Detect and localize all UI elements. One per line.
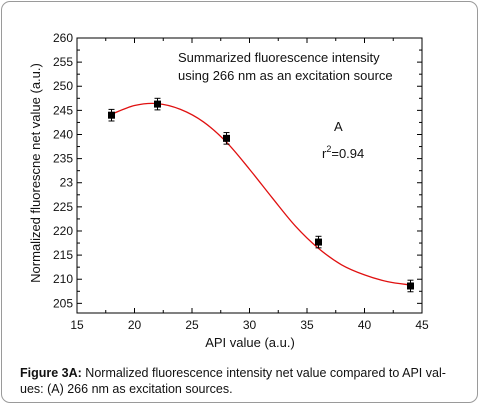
r-squared-prefix: r bbox=[322, 146, 327, 161]
panel-label: A bbox=[334, 119, 343, 134]
y-axis-label: Normalized fluorescne net value (a.u.) bbox=[28, 63, 43, 283]
annotation-line-2: using 266 nm as an excitation source bbox=[178, 68, 393, 83]
fit-curve-layer bbox=[111, 102, 411, 286]
y-tick-label: 225 bbox=[53, 200, 73, 214]
figure-caption: Figure 3A: Normalized fluorescence inten… bbox=[20, 365, 465, 397]
y-tick-label: 210 bbox=[53, 272, 73, 286]
y-tick-label: 240 bbox=[53, 127, 73, 141]
data-point bbox=[407, 282, 414, 290]
data-point bbox=[154, 100, 161, 108]
x-tick-label: 25 bbox=[185, 318, 199, 332]
r-squared-value: =0.94 bbox=[331, 146, 364, 161]
y-tick-label: 23 bbox=[60, 176, 74, 190]
caption-text: Normalized fluorescence intensity net va… bbox=[20, 366, 446, 396]
r-squared-label: r2=0.94 bbox=[322, 144, 364, 161]
data-point bbox=[223, 134, 230, 142]
x-tick-label: 30 bbox=[243, 318, 257, 332]
data-points-layer bbox=[108, 97, 414, 293]
y-tick-label: 205 bbox=[53, 296, 73, 310]
y-tick-label: 255 bbox=[53, 55, 73, 69]
caption-label: Figure 3A: bbox=[20, 366, 82, 380]
plot-axes: 15 20 25 30 35 40 45 205 210 215 220 225 23 235 240 245… bbox=[53, 31, 429, 332]
x-tick-label: 35 bbox=[300, 318, 314, 332]
y-tick-label: 260 bbox=[53, 31, 73, 45]
chart: 15 20 25 30 35 40 45 205 210 215 220 225 23 235 240 245… bbox=[28, 31, 429, 350]
data-point bbox=[108, 111, 115, 119]
y-tick-label: 245 bbox=[53, 103, 73, 117]
data-point bbox=[315, 238, 322, 246]
y-tick-label: 215 bbox=[53, 248, 73, 262]
x-tick-label: 20 bbox=[128, 318, 142, 332]
x-axis-label: API value (a.u.) bbox=[205, 335, 295, 350]
x-tick-label: 40 bbox=[358, 318, 372, 332]
y-tick-label: 250 bbox=[53, 79, 73, 93]
r-squared-superscript: 2 bbox=[326, 144, 331, 154]
x-tick-label: 15 bbox=[70, 318, 84, 332]
y-tick-label: 235 bbox=[53, 152, 73, 166]
fit-curve bbox=[111, 102, 411, 286]
x-tick-label: 45 bbox=[415, 318, 429, 332]
annotation-line-1: Summarized fluorescence intensity bbox=[178, 50, 380, 65]
y-tick-label: 220 bbox=[53, 224, 73, 238]
